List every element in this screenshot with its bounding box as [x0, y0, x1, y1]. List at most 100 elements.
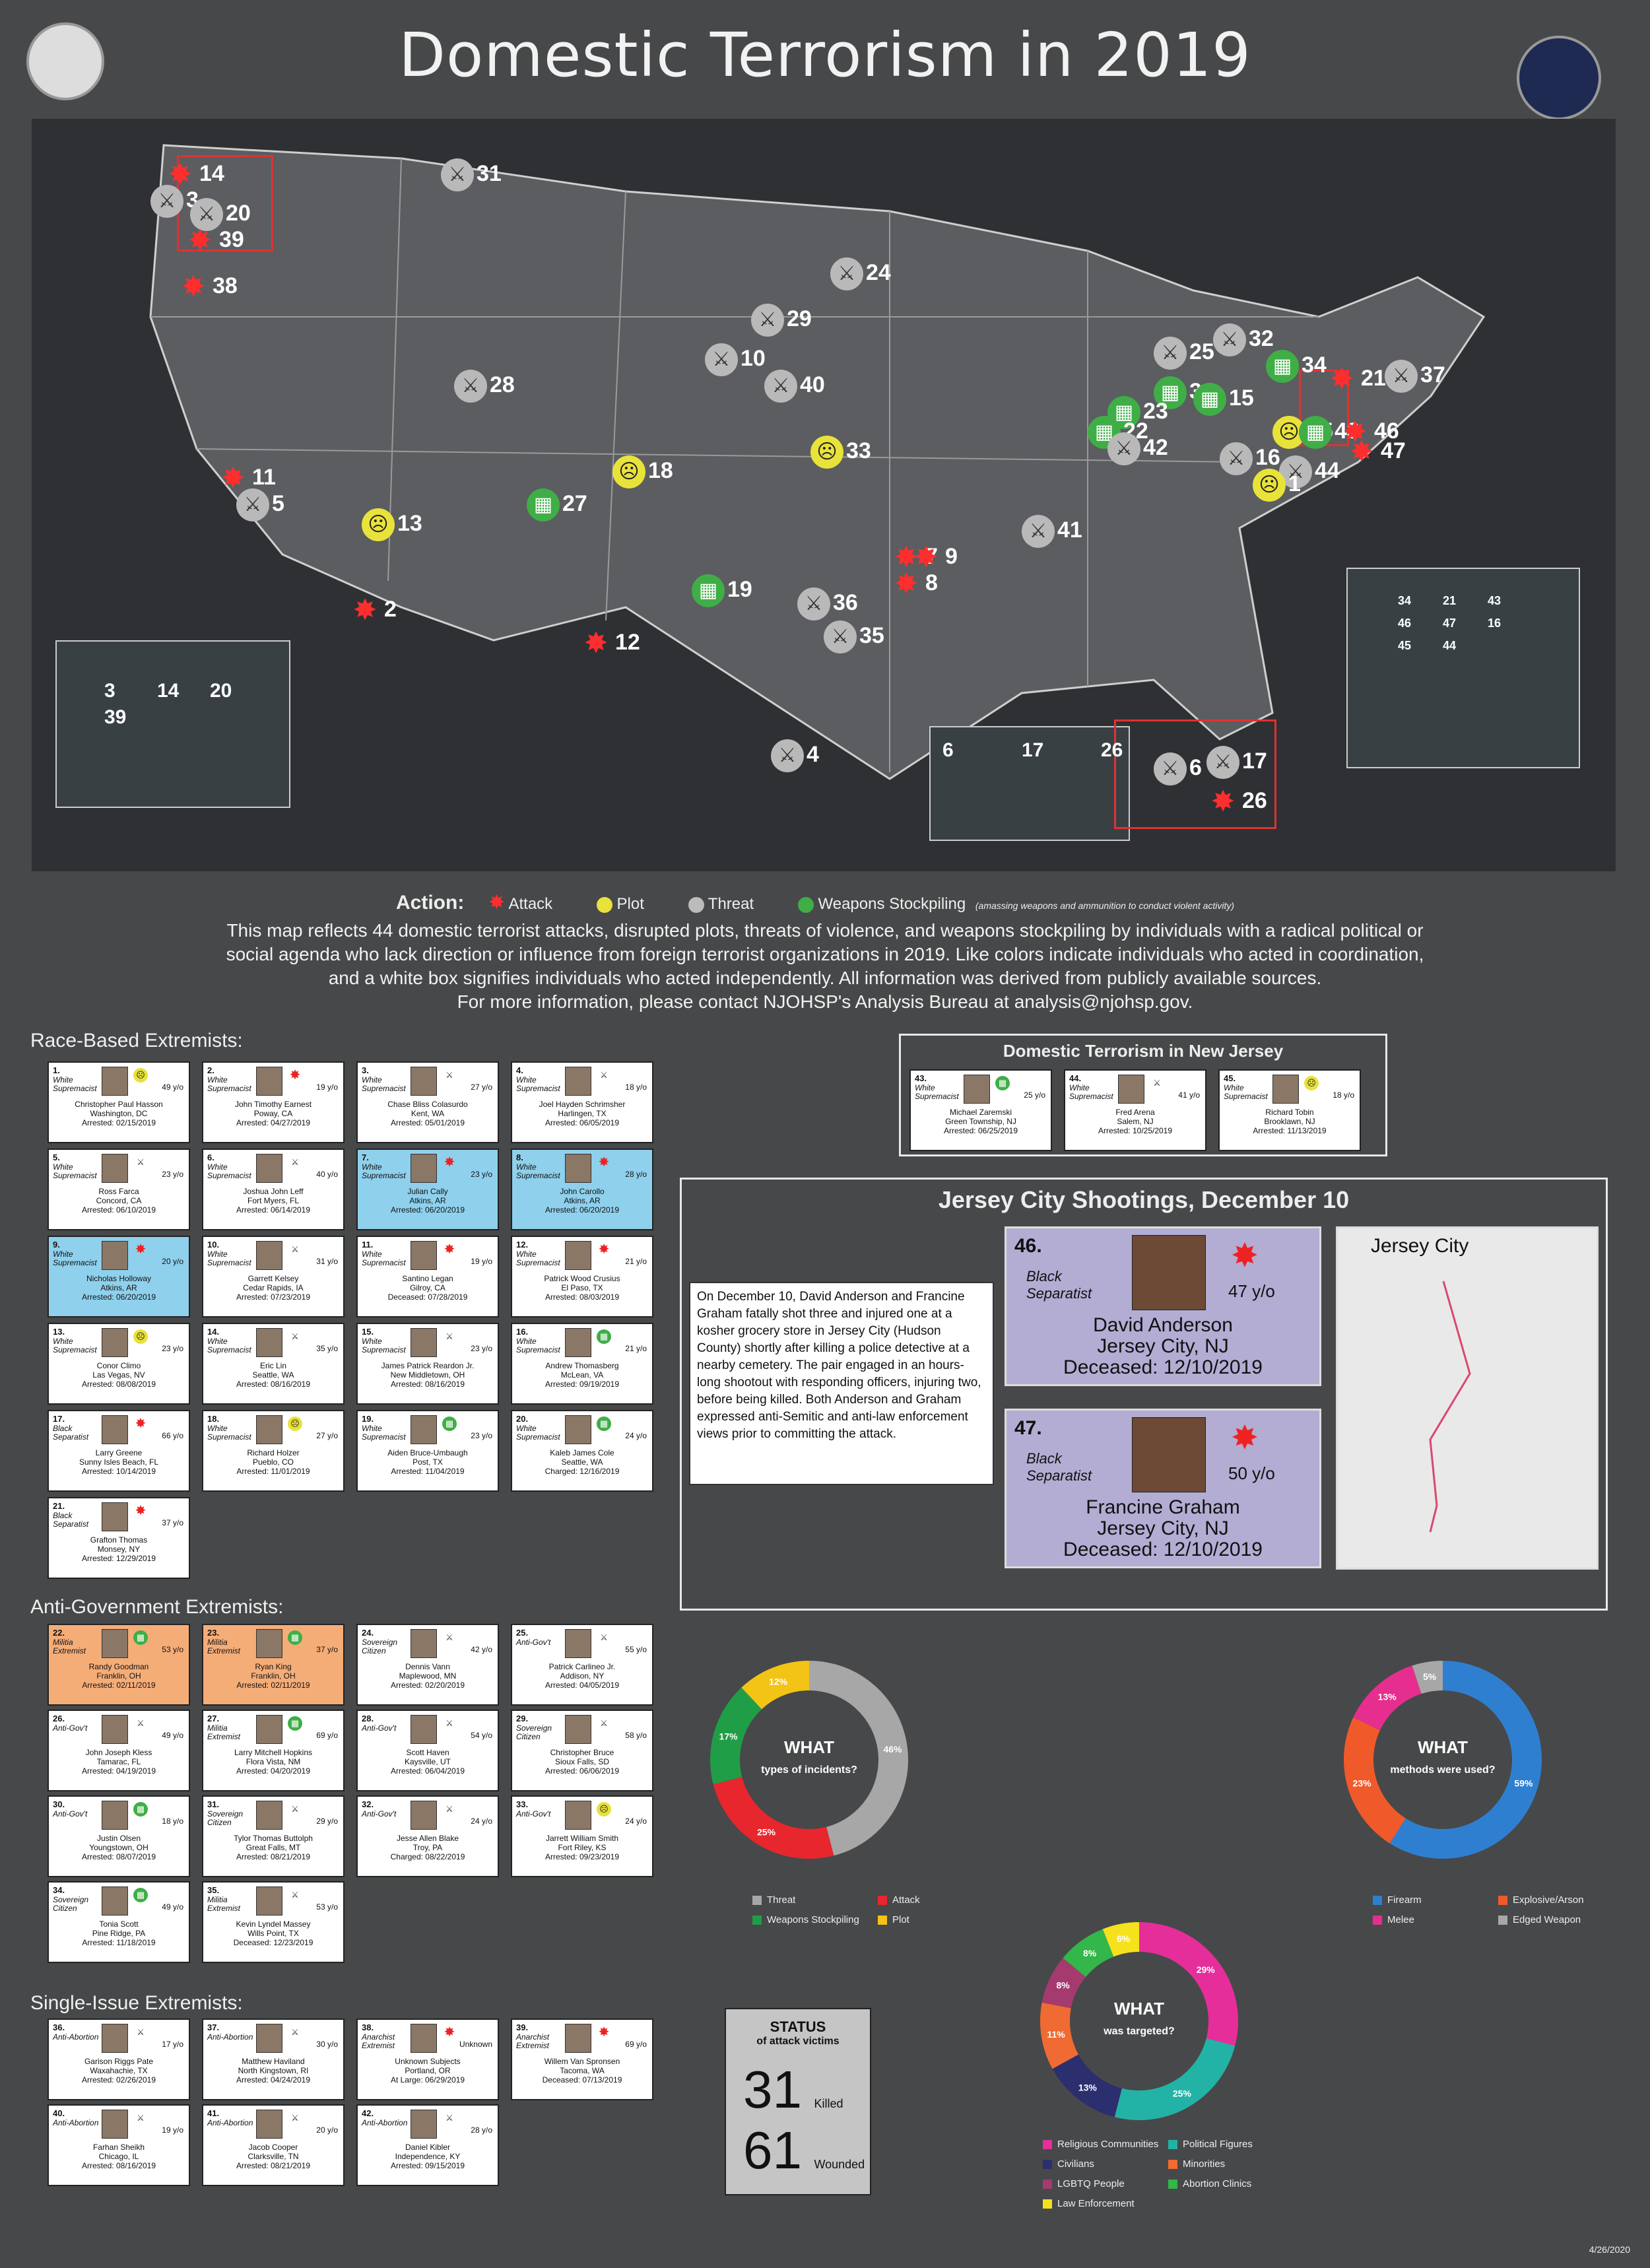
- card-info: Randy Goodman Franklin, OH Arrested: 02/11…: [49, 1662, 189, 1690]
- threat-icon: ⚔: [597, 1068, 611, 1083]
- donut-legend-item: Weapons Stockpiling: [752, 1914, 859, 1925]
- person-card: 36. Anti-Abortion 17 y/o ⚔ Garison Riggs Pat…: [48, 2018, 190, 2100]
- card-location: Kaysville, UT: [404, 1757, 451, 1766]
- mugshot-photo: [102, 1328, 128, 1357]
- mugshot-photo: [256, 2110, 282, 2139]
- donut-title: WHAT: [1418, 1737, 1468, 1757]
- card-category: White Supremacist: [53, 1250, 97, 1267]
- card-location: Great Falls, MT: [246, 1843, 301, 1852]
- pin-number-label: 16: [1255, 445, 1280, 470]
- mugshot-photo: [565, 1241, 591, 1270]
- legend-swatch: [1043, 2160, 1052, 2170]
- card-category: Anarchist Extremist: [362, 2032, 395, 2050]
- attack-icon: ✸: [444, 1155, 455, 1170]
- attack-pin-icon: ✸: [1329, 363, 1354, 395]
- card-location: Franklin, OH: [96, 1671, 141, 1681]
- card-category: Anti-Gov't: [362, 1809, 397, 1818]
- inset-pin-label: 26: [1101, 739, 1123, 761]
- threat-icon: ⚔: [442, 1329, 457, 1344]
- card-location: Pine Ridge, PA: [92, 1929, 146, 1938]
- mugshot-photo: [1132, 1417, 1206, 1492]
- card-date: Arrested: 08/16/2019: [81, 2161, 156, 2170]
- card-number: 14.: [207, 1327, 220, 1337]
- attack-icon: ✸: [1231, 1237, 1259, 1274]
- attack-icon: ✸: [598, 1242, 610, 1257]
- mugshot-photo: [256, 1328, 282, 1357]
- card-info: John Carollo Atkins, AR Arrested: 06/20/20…: [512, 1187, 652, 1215]
- pin-number-label: 23: [1143, 399, 1168, 424]
- card-category: Anti-Abortion: [362, 2118, 408, 2127]
- inset-pin-label: 46: [1398, 617, 1412, 630]
- desc-line: and a white box signifies individuals wh…: [328, 968, 1322, 988]
- person-card: 14. White Supremacist 35 y/o ⚔ Eric Lin Seatt…: [202, 1323, 345, 1405]
- card-info: Jacob Cooper Clarksville, TN Arrested: 08/…: [203, 2143, 343, 2170]
- donut-slice-label: 13%: [1078, 2083, 1098, 2093]
- card-number: 29.: [516, 1714, 529, 1723]
- card-info: Scott Haven Kaysville, UT Arrested: 06/04/…: [358, 1748, 498, 1776]
- card-info: Patrick Carlineo Jr. Addison, NY Arrested:…: [512, 1662, 652, 1690]
- card-location: Pueblo, CO: [252, 1457, 294, 1467]
- card-location: Salem, NJ: [1117, 1117, 1154, 1126]
- card-date: Arrested: 11/18/2019: [82, 1938, 156, 1947]
- card-age: 21 y/o: [625, 1344, 647, 1353]
- mugshot-photo: [411, 1241, 437, 1270]
- pin-number-label: 1: [1288, 471, 1301, 496]
- card-date: Arrested: 06/14/2019: [236, 1205, 311, 1215]
- card-age: 69 y/o: [316, 1731, 338, 1740]
- pin-number-label: 15: [1229, 385, 1254, 411]
- card-date: Arrested: 02/11/2019: [82, 1681, 156, 1690]
- person-card: 4. White Supremacist 18 y/o ⚔ Joel Hayden Sc…: [511, 1061, 653, 1143]
- person-card: 15. White Supremacist 23 y/o ⚔ James Patrick…: [356, 1323, 499, 1405]
- legend-swatch: [1168, 2180, 1177, 2189]
- threat-pin-icon: ⚔: [764, 370, 797, 403]
- jc-route: [1429, 1281, 1471, 1533]
- person-card: 37. Anti-Abortion 30 y/o ⚔ Matthew Haviland N…: [202, 2018, 345, 2100]
- jc-card-date: Deceased: 12/10/2019: [1063, 1356, 1263, 1378]
- card-location: Tacoma, WA: [560, 2066, 605, 2075]
- card-info: Larry Mitchell Hopkins Flora Vista, NM Arr…: [203, 1748, 343, 1776]
- card-location: Clarksville, TN: [248, 2152, 299, 2161]
- card-number: 40.: [53, 2108, 65, 2118]
- threat-icon: [688, 896, 704, 913]
- mugshot-photo: [565, 1629, 591, 1658]
- person-card: 39. Anarchist Extremist 69 y/o ✸ Willem Van …: [511, 2018, 653, 2100]
- card-category: White Supremacist: [362, 1162, 406, 1180]
- card-category: Sovereign Citizen: [516, 1723, 552, 1741]
- attack-pin-icon: ✸: [913, 541, 939, 574]
- inset-pin-label: 17: [1022, 739, 1044, 761]
- card-category: White Supremacist: [207, 1337, 251, 1354]
- threat-pin-icon: ⚔: [751, 304, 784, 337]
- inset-pin-label: 43: [1488, 594, 1502, 607]
- jc-panel-title: Jersey City Shootings, December 10: [938, 1186, 1350, 1213]
- attack-pin-icon: ✸: [894, 568, 919, 600]
- legend-label: Plot: [892, 1914, 909, 1925]
- inset-pin-label: 20: [210, 680, 232, 702]
- donut-slice-label: 13%: [1378, 1691, 1397, 1702]
- threat-icon: ⚔: [442, 2111, 457, 2125]
- person-card: 30. Anti-Gov't 18 y/o ▦ Justin Olsen Youngsto…: [48, 1795, 190, 1877]
- mugshot-photo: [565, 1715, 591, 1744]
- card-age: 41 y/o: [1178, 1090, 1200, 1100]
- card-location: Sioux Falls, SD: [554, 1757, 610, 1766]
- card-age: 40 y/o: [316, 1170, 338, 1179]
- plot-icon: ☹: [133, 1068, 148, 1083]
- card-age: 19 y/o: [471, 1257, 492, 1266]
- jc-card-name: Francine Graham: [1086, 1496, 1240, 1518]
- card-date: Deceased: 07/28/2019: [387, 1292, 468, 1302]
- card-number: 45.: [1224, 1073, 1236, 1083]
- card-date: Charged: 12/16/2019: [544, 1467, 620, 1476]
- donut-slice-label: 6%: [1117, 1933, 1131, 1944]
- threat-icon: ⚔: [288, 2111, 302, 2125]
- jc-story-text: On December 10, David Anderson and Franc…: [697, 1290, 981, 1441]
- person-card: 5. White Supremacist 23 y/o ⚔ Ross Farca Conc…: [48, 1149, 190, 1230]
- pin-number-label: 13: [397, 511, 422, 536]
- card-location: McLean, VA: [560, 1370, 604, 1380]
- card-number: 21.: [53, 1501, 65, 1511]
- card-number: 12.: [516, 1240, 529, 1250]
- mugshot-photo: [102, 2024, 128, 2053]
- plot-pin-icon: ☹: [1253, 469, 1286, 502]
- card-category: White Supremacist: [1224, 1083, 1268, 1101]
- card-age: 69 y/o: [625, 2040, 647, 2049]
- card-info: Joel Hayden Schrimsher Harlingen, TX Arres…: [512, 1100, 652, 1127]
- card-number: 5.: [53, 1152, 60, 1162]
